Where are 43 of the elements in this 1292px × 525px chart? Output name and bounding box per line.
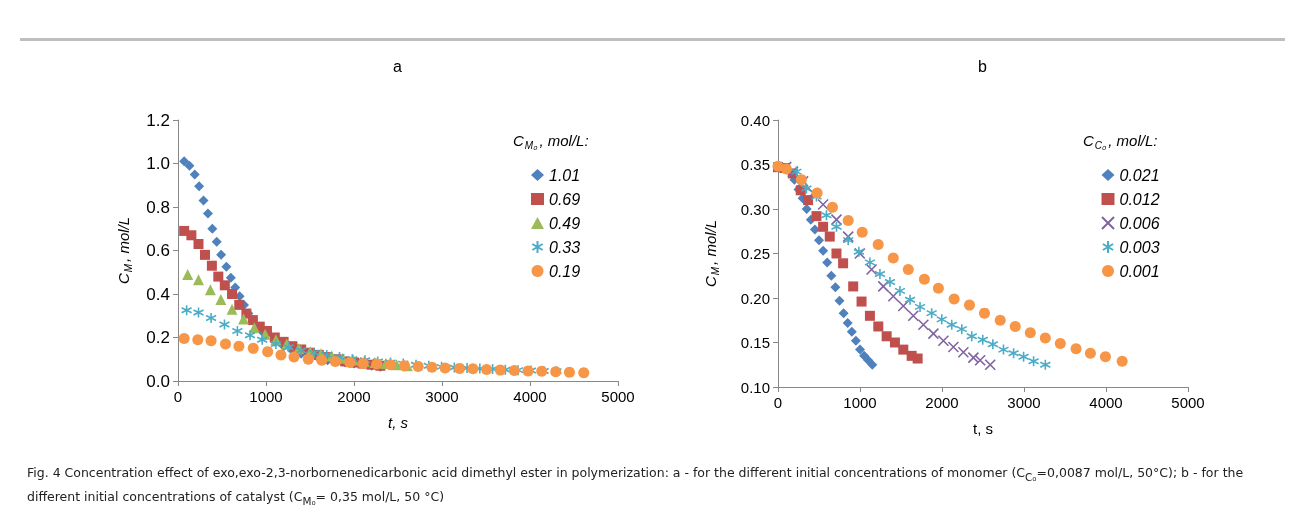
- legend-label: 0.33: [549, 238, 581, 256]
- legend-label: 0.001: [1119, 262, 1160, 280]
- legend-label: 0.021: [1119, 166, 1160, 184]
- x-tick-label: 0: [173, 388, 183, 405]
- y-tick-label: 1.0: [146, 154, 170, 173]
- legend-label: 0.19: [549, 262, 581, 280]
- x-tick-label: 5000: [601, 388, 635, 405]
- x-axis-title: t, s: [972, 420, 994, 437]
- x-tick-label: 3000: [1007, 394, 1041, 411]
- legend-label: 0.012: [1119, 190, 1160, 208]
- legend-label: 0.69: [549, 190, 581, 208]
- x-tick-label: 1000: [249, 388, 283, 405]
- y-tick-label: 0.35: [740, 156, 770, 173]
- y-tick-label: 0.25: [740, 245, 770, 262]
- y-axis-title: CM, mol/L: [114, 216, 134, 285]
- y-axis-title: CM, mol/L: [701, 219, 721, 288]
- legend-label: 0.006: [1119, 214, 1160, 232]
- y-tick-label: 0.0: [146, 371, 170, 391]
- legend-label: 0.49: [549, 214, 581, 232]
- x-tick-label: 2000: [925, 394, 959, 411]
- chart-title: a: [393, 57, 402, 75]
- y-tick-label: 0.20: [740, 289, 770, 307]
- x-tick-label: 0: [773, 394, 783, 411]
- x-tick-label: 1000: [843, 394, 877, 411]
- y-tick-label: 1.2: [146, 110, 170, 130]
- y-tick-label: 0.15: [740, 334, 770, 351]
- x-tick-label: 4000: [1089, 394, 1123, 411]
- x-tick-label: 2000: [337, 388, 371, 405]
- x-tick-label: 5000: [1171, 394, 1205, 411]
- legend-label: 0.003: [1119, 238, 1160, 256]
- y-tick-label: 0.10: [740, 378, 770, 396]
- y-tick-label: 0.40: [740, 111, 770, 129]
- chart-title: b: [978, 57, 987, 75]
- y-tick-label: 0.2: [146, 328, 170, 347]
- y-tick-label: 0.4: [146, 284, 170, 304]
- y-tick-label: 0.6: [146, 241, 170, 260]
- text: Fig. 4 Concentration effect of exo,exo-2,3-norbornenedicarbonic acid dimethyl ester in polymerization: a - for the different initial concentrations of monomer (C$_{C₀}$=0,0087 mol/L, 50°C); b - for the different initial concentrations of catalyst (C$_{M₀}$= 0,35 mol/L, 50 °C): [27, 465, 1244, 506]
- y-tick-label: 0.30: [740, 200, 770, 218]
- x-tick-label: 4000: [513, 388, 547, 405]
- x-axis-title: t, s: [387, 414, 409, 431]
- x-tick-label: 3000: [425, 388, 459, 405]
- legend-label: 1.01: [549, 166, 581, 184]
- y-tick-label: 0.8: [146, 197, 170, 217]
